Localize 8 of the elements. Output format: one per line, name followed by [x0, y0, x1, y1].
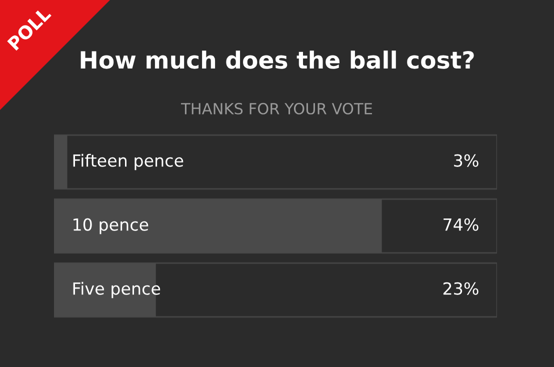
y-tick-label: Five pence: [73, 282, 160, 298]
data-label: 74%: [444, 218, 478, 231]
data-label: 3%: [454, 154, 478, 167]
y-tick-label: 10 pence: [74, 218, 148, 234]
chart-title: How much does the ball cost?: [80, 50, 474, 69]
y-tick-label: Fifteen pence: [73, 154, 184, 170]
data-label: 23%: [443, 282, 478, 295]
chart-subtitle: THANKS FOR YOUR VOTE: [180, 102, 372, 114]
